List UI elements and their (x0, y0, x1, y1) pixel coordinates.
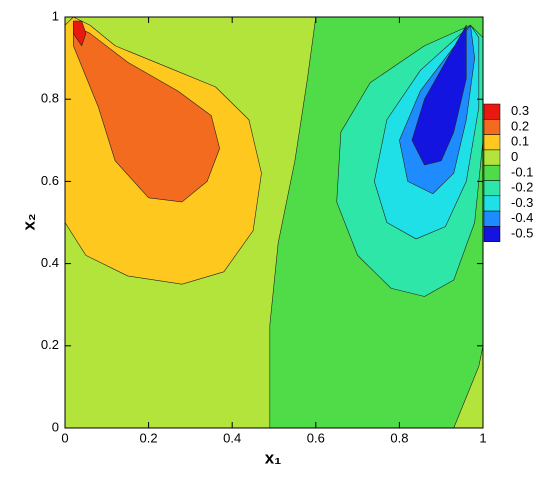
colorbar-label: 0.2 (511, 118, 529, 133)
colorbar-swatch (483, 119, 501, 135)
colorbar-swatch (483, 164, 501, 181)
x-tick-label: 0.6 (307, 430, 325, 445)
y-tick-label: 0.6 (41, 173, 59, 188)
colorbar-swatch (483, 226, 501, 242)
colorbar-swatch (483, 134, 501, 151)
colorbar-swatch (483, 180, 501, 197)
colorbar-swatch (483, 103, 501, 120)
x-tick-label: 0.8 (390, 430, 408, 445)
colorbar-label: 0.3 (511, 103, 529, 118)
y-axis-label: x₂ (19, 213, 38, 230)
colorbar-swatch (483, 195, 501, 212)
x-tick-label: 0.2 (140, 430, 158, 445)
contour-region (411, 24, 467, 166)
contour-region (73, 24, 220, 203)
colorbar-label: -0.2 (511, 180, 533, 195)
y-tick-label: 0.8 (41, 91, 59, 106)
y-tick-label: 1 (52, 8, 59, 23)
x-tick-label: 0 (61, 430, 68, 445)
colorbar-swatch (483, 149, 501, 166)
y-tick-label: 0.4 (41, 255, 59, 270)
colorbar-swatch (483, 210, 501, 227)
colorbar-label: 0 (511, 149, 518, 164)
x-axis-label: x₁ (265, 448, 282, 467)
colorbar-label: -0.1 (511, 164, 533, 179)
contour-region (73, 20, 87, 47)
plot-frame (64, 16, 484, 429)
x-tick-label: 0.4 (223, 430, 241, 445)
y-tick-label: 0.2 (41, 337, 59, 352)
y-tick-label: 0 (52, 419, 59, 434)
colorbar-label: 0.1 (511, 134, 529, 149)
colorbar-label: -0.5 (511, 225, 533, 240)
colorbar-label: -0.3 (511, 195, 533, 210)
colorbar-label: -0.4 (511, 210, 533, 225)
x-tick-label: 1 (479, 430, 486, 445)
